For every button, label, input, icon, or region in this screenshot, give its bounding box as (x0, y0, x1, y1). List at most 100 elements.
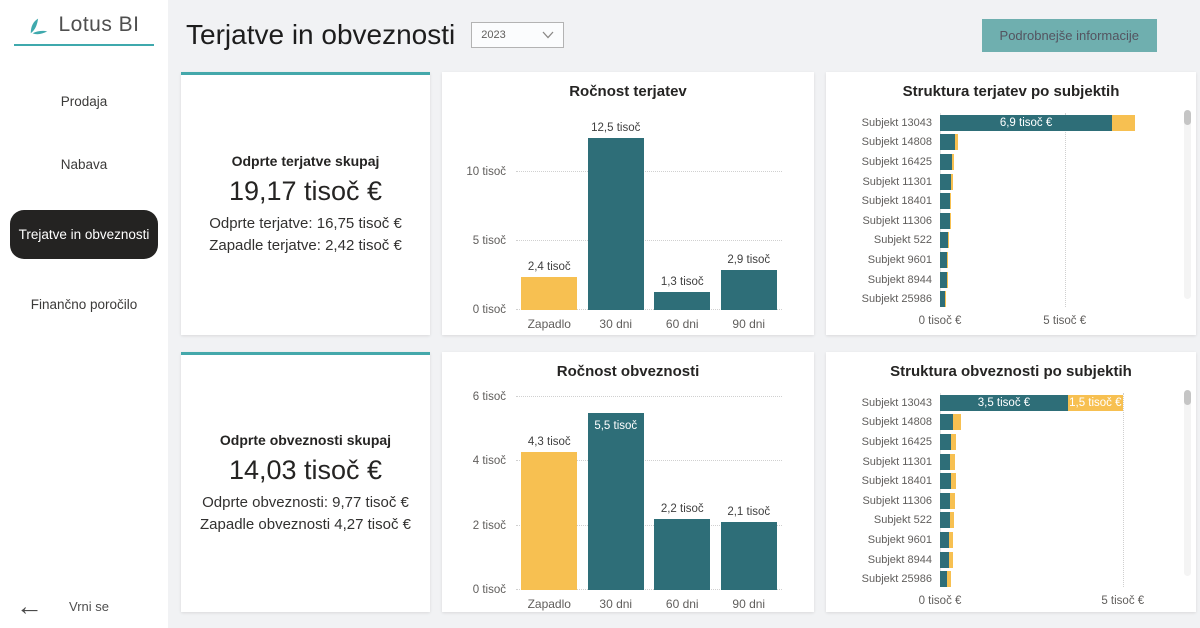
chart-scrollbar[interactable] (1184, 110, 1191, 299)
bar-segment-odprte-terjatve[interactable] (940, 153, 953, 170)
bar-zapadlo[interactable] (521, 451, 578, 590)
bar-track (940, 173, 1152, 190)
chart-rocnost-obveznosti: 0 tisoč 2 tisoč 4 tisoč 6 tisoč 4,3 tisoč 5,5… (456, 391, 800, 611)
bar-segment-odprte-obveznosti[interactable] (940, 571, 948, 588)
year-dropdown[interactable]: 2023 (471, 22, 565, 48)
bar-segment-zapadle-obveznosti[interactable] (950, 492, 955, 509)
subject-row: Subjekt 8944 (840, 550, 1182, 570)
bar-segment-odprte-terjatve[interactable] (940, 212, 950, 229)
back-arrow-icon[interactable]: ← (16, 591, 43, 621)
kpi-title: Odprte obveznosti skupaj (219, 431, 392, 448)
bar-segment-odprte-obveznosti[interactable] (940, 551, 950, 568)
bar-30-dni[interactable] (587, 413, 644, 590)
bar-segment-odprte-terjatve[interactable] (940, 271, 948, 288)
bar-zapadlo[interactable] (521, 276, 578, 310)
x-axis-tick-label: 5 tisoč € (1101, 594, 1145, 607)
bar-segment-zapadle-terjatve[interactable] (949, 212, 952, 229)
kpi-card-obveznosti: Odprte obveznosti skupaj 14,03 tisoč € O… (181, 352, 430, 612)
bar-segment-zapadle-obveznosti[interactable] (949, 551, 953, 568)
y-axis-tick-label: 6 tisoč (472, 391, 506, 403)
bar-segment-odprte-terjatve[interactable] (940, 173, 952, 190)
kpi-title: Odprte terjatve skupaj (231, 153, 380, 170)
bar-data-label: 2,1 tisoč (727, 506, 771, 519)
kpi-subline-overdue: Zapadle obveznosti 4,27 tisoč € (200, 515, 411, 533)
chart-scrollbar[interactable] (1184, 390, 1191, 576)
subject-row: Subjekt 522 (840, 231, 1182, 251)
bar-segment-odprte-terjatve[interactable] (940, 251, 948, 268)
x-axis-category-label: Zapadlo (527, 597, 571, 611)
subject-row: Subjekt 18401 (840, 471, 1182, 491)
kpi-subline-overdue: Zapadle terjatve: 2,42 tisoč € (209, 237, 402, 254)
bar-segment-zapadle-terjatve[interactable] (1112, 114, 1135, 131)
grid-line (940, 393, 941, 587)
subject-label: Subjekt 522 (873, 514, 932, 527)
subject-row: Subjekt 11306 (840, 491, 1182, 511)
bar-segment-odprte-terjatve[interactable] (940, 134, 956, 151)
scrollbar-thumb[interactable] (1184, 390, 1191, 405)
bar-segment-zapadle-terjatve[interactable] (945, 291, 947, 308)
scrollbar-thumb[interactable] (1184, 110, 1191, 125)
chart-card-rocnost-obveznosti: Ročnost obveznosti 0 tisoč 2 tisoč 4 tisoč… (442, 352, 814, 612)
bar-segment-zapadle-obveznosti[interactable] (950, 473, 956, 490)
subject-label: Subjekt 25986 (861, 293, 932, 306)
bar-60-dni[interactable] (654, 292, 711, 310)
sidebar-item-nabava[interactable]: Nabava (60, 157, 108, 172)
bar-segment-odprte-obveznosti[interactable] (940, 492, 951, 509)
grid-line (516, 309, 782, 310)
bar-segment-odprte-obveznosti[interactable] (940, 473, 951, 490)
grid-overlay (940, 113, 1152, 307)
bar-segment-zapadle-terjatve[interactable] (949, 193, 952, 210)
sidebar-item-prodaja[interactable]: Prodaja (60, 94, 108, 109)
bar-segment-zapadle-terjatve[interactable] (951, 173, 953, 190)
back-label[interactable]: Vrni se (69, 599, 109, 614)
bar-segment-odprte-terjatve[interactable]: 6,9 tisoč € (940, 114, 1113, 131)
subject-row: Subjekt 9601 (840, 530, 1182, 550)
x-axis-tick-label: 0 tisoč € (918, 314, 962, 327)
x-axis-category-label: 30 dni (599, 317, 633, 331)
bar-segment-zapadle-terjatve[interactable] (952, 153, 955, 170)
bar-segment-zapadle-terjatve[interactable] (948, 232, 950, 249)
x-axis-category-label: 90 dni (732, 597, 766, 611)
bar-segment-zapadle-obveznosti[interactable] (952, 414, 961, 431)
y-axis-tick-label: 0 tisoč (472, 304, 506, 316)
subject-row: Subjekt 13043 3,5 tisoč €1,5 tisoč € (840, 393, 1182, 413)
bar-30-dni[interactable] (587, 137, 644, 310)
bar-segment-odprte-obveznosti[interactable] (940, 433, 951, 450)
bar-segment-odprte-obveznosti[interactable] (940, 512, 950, 529)
bar-segment-zapadle-terjatve[interactable] (947, 271, 949, 288)
bar-segment-zapadle-obveznosti[interactable] (947, 571, 951, 588)
subject-label: Subjekt 11301 (862, 175, 932, 188)
subject-label: Subjekt 9601 (867, 533, 932, 546)
bar-track (940, 453, 1152, 470)
bar-data-label: 2,2 tisoč (660, 503, 704, 516)
subject-label: Subjekt 16425 (861, 435, 932, 448)
bar-track (940, 251, 1152, 268)
bar-90-dni[interactable] (720, 270, 777, 310)
grid-line (516, 171, 782, 173)
bar-segment-odprte-obveznosti[interactable] (940, 531, 950, 548)
bar-60-dni[interactable] (654, 519, 711, 590)
sidebar-item-financno-porocilo[interactable]: Finančno poročilo (30, 297, 138, 312)
bar-segment-odprte-terjatve[interactable] (940, 291, 946, 308)
sidebar-item-terjatve-in-obveznosti[interactable]: Trejatve in obveznosti (10, 210, 158, 259)
chart-title: Struktura obveznosti po subjektih (890, 363, 1132, 380)
bar-segment-zapadle-terjatve[interactable] (955, 134, 958, 151)
bar-segment-odprte-obveznosti[interactable]: 3,5 tisoč € (940, 394, 1068, 411)
bar-track (940, 492, 1152, 509)
bar-segment-zapadle-obveznosti[interactable] (950, 453, 955, 470)
bar-segment-zapadle-obveznosti[interactable]: 1,5 tisoč € (1067, 394, 1123, 411)
bar-segment-odprte-obveznosti[interactable] (940, 414, 953, 431)
bar-segment-zapadle-terjatve[interactable] (947, 251, 949, 268)
chart-struktura-terjatev: Subjekt 13043 6,9 tisoč € Subjekt 14808 Sub… (840, 113, 1182, 331)
bar-segment-zapadle-obveznosti[interactable] (950, 433, 957, 450)
details-button[interactable]: Podrobnejše informacije (981, 18, 1157, 52)
bar-segment-zapadle-obveznosti[interactable] (949, 512, 954, 529)
subject-row: Subjekt 25986 (840, 289, 1182, 309)
bar-segment-odprte-obveznosti[interactable] (940, 453, 951, 470)
bar-segment-odprte-terjatve[interactable] (940, 232, 949, 249)
bar-segment-zapadle-obveznosti[interactable] (949, 531, 953, 548)
x-axis-category-label: 60 dni (665, 317, 699, 331)
bar-segment-odprte-terjatve[interactable] (940, 193, 950, 210)
bar-90-dni[interactable] (720, 522, 777, 590)
